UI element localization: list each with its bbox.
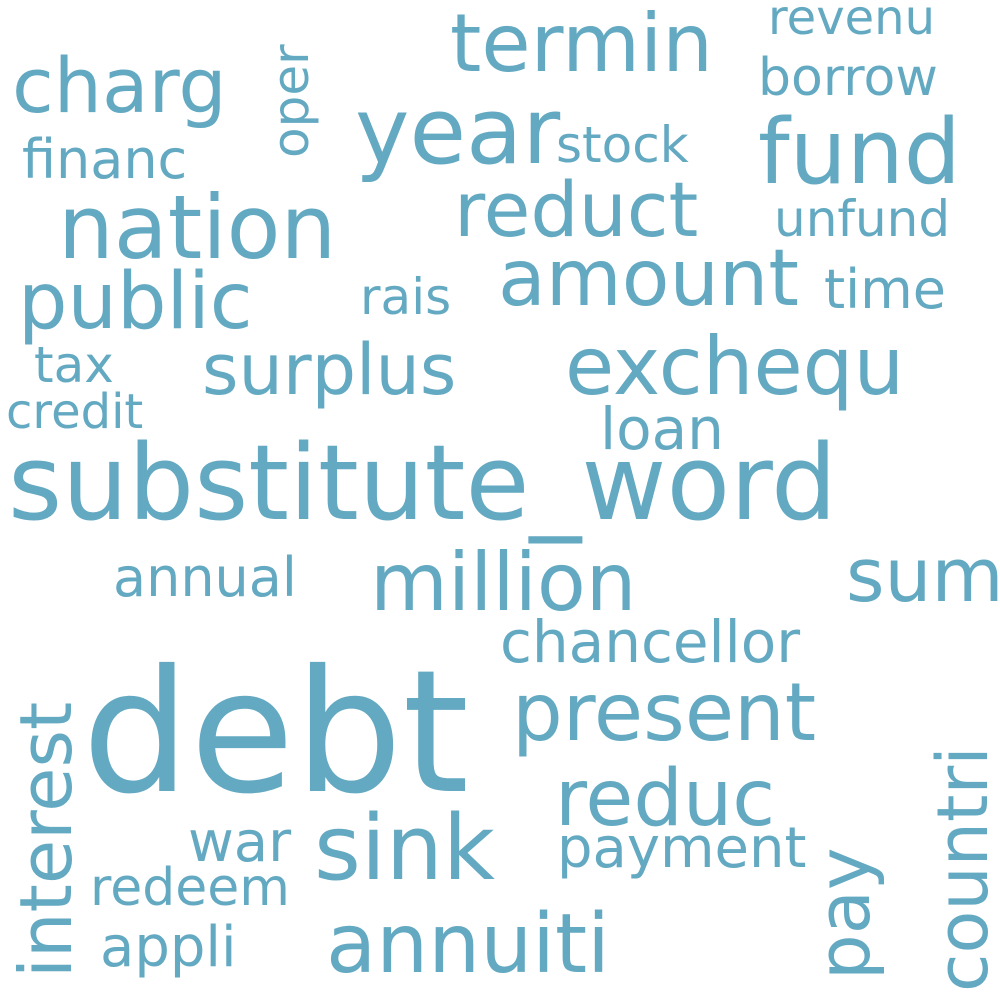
word-annual: annual <box>113 546 297 609</box>
word-rais: rais <box>360 268 452 326</box>
word-oper: oper <box>262 44 320 158</box>
word-war: war <box>188 810 292 875</box>
word-unfund: unfund <box>774 190 951 248</box>
word-present: present <box>512 666 817 759</box>
word-exchequ: exchequ <box>565 320 905 413</box>
word-substitute-word: substitute_word <box>8 422 838 544</box>
word-amount: amount <box>498 234 799 324</box>
word-time: time <box>824 258 947 321</box>
word-stock: stock <box>556 116 689 174</box>
word-fund: fund <box>758 100 961 205</box>
word-payment: payment <box>557 816 807 881</box>
word-financ: financ <box>22 128 188 191</box>
word-million: million <box>370 536 637 629</box>
word-tax: tax <box>34 336 114 394</box>
word-redeem: redeem <box>90 858 290 918</box>
word-sink: sink <box>314 796 496 901</box>
word-borrow: borrow <box>758 48 938 108</box>
word-year: year <box>355 78 561 185</box>
word-countri: countri <box>922 746 1000 992</box>
word-charg: charg <box>12 41 227 130</box>
word-reduct: reduct <box>454 165 699 254</box>
word-appli: appli <box>100 915 237 980</box>
word-termin: termin <box>450 0 713 90</box>
word-revenu: revenu <box>768 0 935 46</box>
word-reduc: reduc <box>555 754 776 844</box>
word-nation: nation <box>58 176 337 279</box>
word-chancellor: chancellor <box>500 608 801 676</box>
word-sum: sum <box>846 533 1000 619</box>
word-public: public <box>18 257 253 347</box>
word-surplus: surplus <box>202 329 457 411</box>
word-debt: debt <box>82 634 470 832</box>
word-credit: credit <box>6 384 144 440</box>
word-pay: pay <box>802 847 886 980</box>
word-interest: interest <box>4 701 88 978</box>
word-annuiti: annuiti <box>326 897 610 992</box>
word-loan: loan <box>600 395 724 463</box>
